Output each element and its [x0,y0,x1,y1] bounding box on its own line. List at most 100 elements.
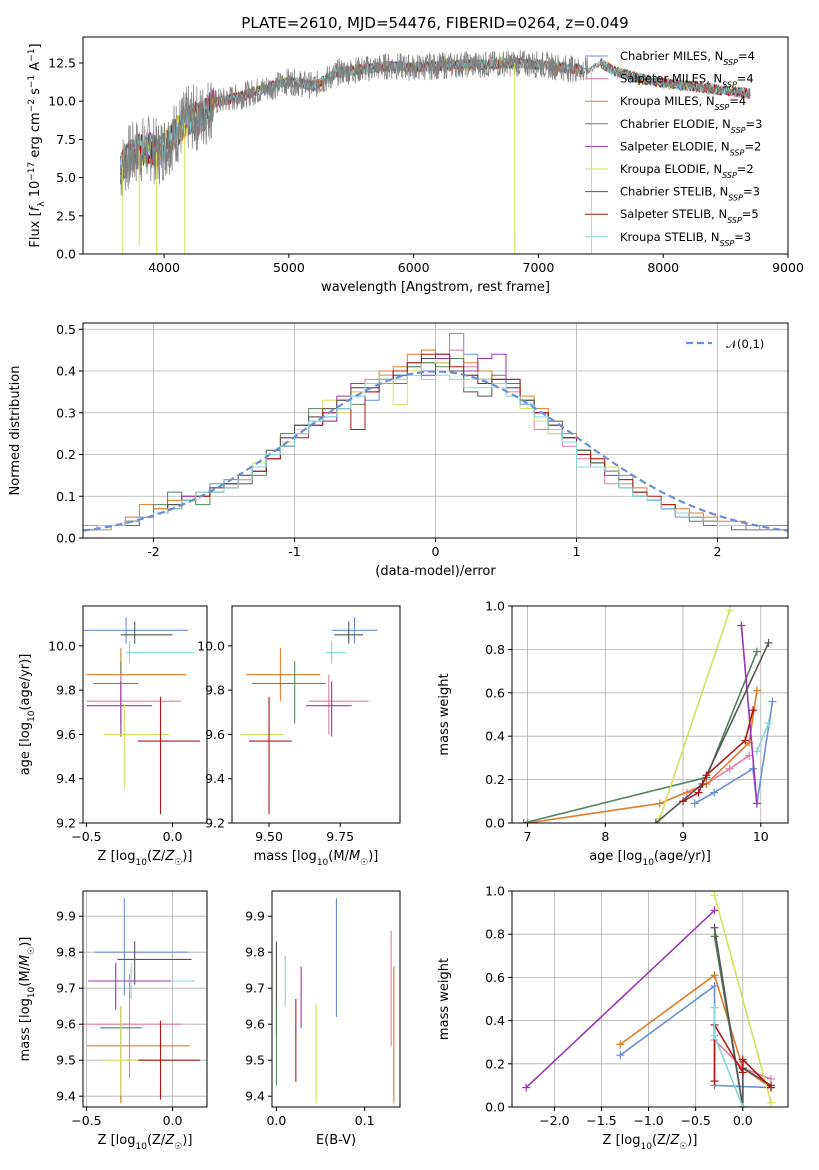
plus-marker [694,788,703,797]
panel-residuals: 𝒩(0,1) -2 -1 0 1 2 0.0 0.1 0.2 0.3 0.4 0.5 (data-mod… [8,322,789,579]
axes-frame [511,890,789,1108]
y-tick-label: 0.4 [485,729,505,744]
panel-weight-vs-age: 7 8 9 10 0.0 0.2 0.4 0.6 0.8 1.0 age [log10(age/yr… [437,599,789,868]
y-axis-label: mass weight [437,673,452,755]
plus-marker [690,799,699,808]
error-bar [308,674,369,735]
plus-marker [616,1040,625,1049]
y-tick-label: 0.0 [485,816,505,831]
y-tick-label: 5.0 [56,170,76,185]
plus-marker [710,932,719,941]
error-bar [138,1020,201,1100]
axes-frame [82,36,789,255]
plus-marker [752,647,761,656]
legend-entry: Salpeter MILES, NSSP=4 [620,72,754,90]
legend-entry: 𝒩(0,1) [726,337,764,351]
x-tick-label: -1 [288,544,300,559]
y-tick-label: 9.9 [56,909,76,924]
plus-marker [768,697,777,706]
error-bar [325,641,346,664]
y-tick-label: 10.0 [48,638,76,653]
legend-entry: Salpeter ELODIE, NSSP=2 [620,139,761,157]
legend-entry: Salpeter STELIB, NSSP=5 [620,207,759,225]
axes-frame [511,605,789,824]
panel-mass-vs-ebv: 0.0 0.1 9.4 9.5 9.6 9.7 9.8 9.9 E(B-V) [245,890,401,1148]
mass-weight-line [740,625,758,804]
plus-marker [738,1068,747,1077]
plot-area [240,617,378,815]
error-bar [117,941,192,985]
y-tick-label: 0.4 [485,1013,505,1028]
panel-age-vs-mass: 9.50 9.75 9.2 9.4 9.6 9.8 10.0 mass [log10(M/M☉… [197,605,401,868]
spectrum-legend: Chabrier MILES, NSSP=4 Salpeter MILES, NS… [585,49,762,247]
plot-area [83,898,201,1104]
plus-marker [752,686,761,695]
x-tick-label: 4000 [148,260,180,275]
plus-marker [710,788,719,797]
x-axis-label: mass [log10(M/M☉)] [254,849,379,868]
x-axis-label: E(B-V) [316,1133,356,1148]
mass-weight-line [682,710,754,802]
plus-marker [710,891,719,900]
histogram-legend: 𝒩(0,1) [686,337,764,351]
x-tick-label: 9.75 [326,829,354,844]
legend-entry: Chabrier STELIB, NSSP=3 [620,185,760,203]
plus-marker [749,706,758,715]
plot-area [83,617,201,815]
panel-spectrum: Chabrier MILES, NSSP=4 Salpeter MILES, NS… [27,36,804,295]
error-bar [83,617,189,644]
y-tick-label: 1.0 [485,884,505,899]
y-axis-label: Normed distribution [8,366,23,496]
y-tick-label: 9.7 [56,981,76,996]
y-tick-label: 9.8 [56,945,76,960]
y-tick-label: 9.6 [205,727,225,742]
y-tick-label: 9.4 [56,1089,76,1104]
plus-marker [710,1077,719,1086]
x-tick-label: −1.5 [586,1113,616,1128]
x-tick-label: 0.0 [163,829,183,844]
y-tick-label: 9.8 [205,683,225,698]
x-tick-label: 0.0 [733,1113,753,1128]
mass-weight-line [686,755,750,794]
mass-weight-line [655,642,770,823]
plus-marker [522,1083,531,1092]
x-tick-label: 0.0 [163,1113,183,1128]
plus-marker [738,1055,747,1064]
y-tick-label: 0.5 [56,322,76,337]
plus-marker [702,771,711,780]
y-tick-label: 9.6 [56,727,76,742]
x-tick-label: 6000 [398,260,430,275]
plus-marker [679,797,688,806]
y-tick-label: 0.0 [56,531,76,546]
x-tick-label: −0.5 [71,829,101,844]
panel-weight-vs-Z: −2.0 −1.5 −1.0 −0.5 0.0 0.0 0.2 0.4 0.6 0.8 1.0 Z [… [437,884,789,1152]
plus-marker [725,764,734,773]
plus-marker [651,819,660,823]
plus-marker [710,1031,719,1040]
plus-marker [725,606,734,615]
y-tick-label: 0.2 [485,1056,505,1071]
error-bar [83,973,182,1079]
y-tick-label: 1.0 [485,599,505,614]
y-tick-label: 9.8 [245,945,265,960]
plot-area [275,898,395,1104]
y-tick-label: 2.5 [56,208,76,223]
plus-marker [519,819,528,823]
mass-weight-line [713,895,772,1103]
x-axis-label: Z [log10(Z/Z☉)] [603,1133,698,1152]
plus-marker [745,751,754,760]
error-bar [249,696,292,815]
y-axis-label: mass [log10(M/M☉)] [18,937,37,1062]
x-tick-label: 8000 [647,260,679,275]
x-tick-label: 0 [432,544,440,559]
error-bar [95,898,189,996]
legend-entry: Kroupa STELIB, NSSP=3 [620,230,751,248]
x-tick-label: 1 [573,544,581,559]
y-tick-label: 9.2 [205,816,225,831]
x-tick-label: 7 [524,829,532,844]
plot-area [120,49,751,254]
x-tick-label: 10 [753,829,769,844]
error-bar [103,703,170,788]
x-axis-label: age [log10(age/yr)] [589,849,711,868]
